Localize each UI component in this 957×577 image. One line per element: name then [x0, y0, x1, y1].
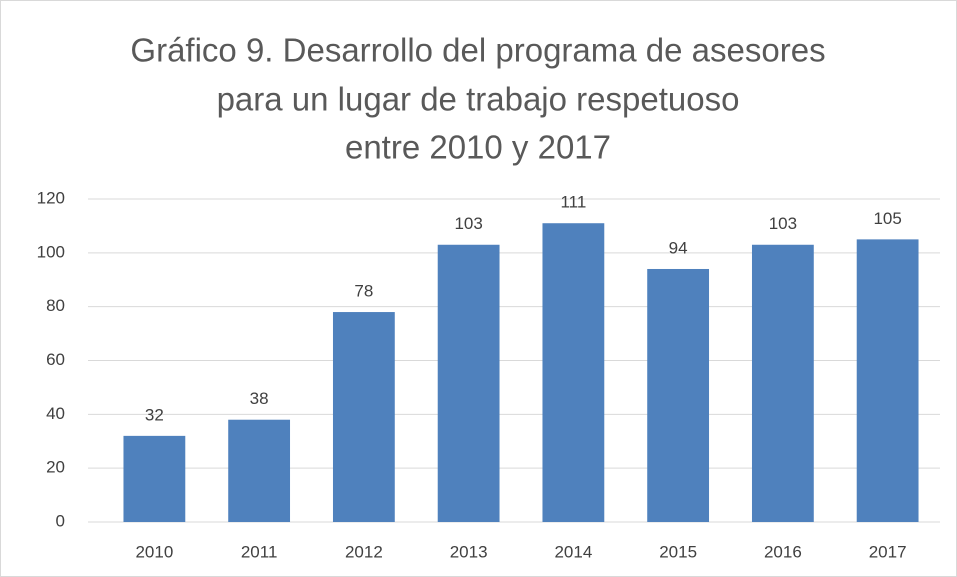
x-tick-label: 2013 — [450, 542, 488, 561]
bar — [856, 239, 919, 522]
data-label: 32 — [145, 405, 164, 424]
data-label: 94 — [669, 238, 688, 257]
x-tick-label: 2012 — [345, 542, 383, 561]
data-label: 111 — [560, 193, 586, 212]
chart-title: Gráfico 9. Desarrollo del programa de as… — [130, 32, 825, 69]
x-tick-label: 2010 — [135, 542, 173, 561]
y-tick-label: 100 — [37, 242, 65, 261]
x-tick-label: 2015 — [659, 542, 697, 561]
chart-title: entre 2010 y 2017 — [345, 129, 611, 166]
data-label: 38 — [250, 389, 269, 408]
bar — [437, 244, 500, 522]
bar — [123, 435, 186, 522]
y-tick-label: 60 — [46, 350, 65, 369]
chart-title: para un lugar de trabajo respetuoso — [217, 81, 740, 118]
bar — [751, 244, 814, 522]
bar — [647, 268, 710, 522]
x-tick-label: 2011 — [241, 542, 278, 561]
y-tick-label: 120 — [37, 188, 65, 207]
bar — [228, 419, 291, 522]
x-tick-label: 2014 — [554, 542, 592, 561]
data-label: 105 — [873, 209, 901, 228]
data-label: 103 — [769, 214, 797, 233]
bar — [332, 312, 395, 522]
bar — [542, 223, 605, 522]
x-tick-label: 2016 — [764, 542, 802, 561]
y-tick-label: 80 — [46, 296, 65, 315]
x-tick-label: 2017 — [869, 542, 907, 561]
data-label: 78 — [354, 282, 373, 301]
data-label: 103 — [454, 214, 482, 233]
y-tick-label: 0 — [56, 511, 65, 530]
y-tick-label: 40 — [46, 404, 65, 423]
y-tick-label: 20 — [46, 458, 65, 477]
